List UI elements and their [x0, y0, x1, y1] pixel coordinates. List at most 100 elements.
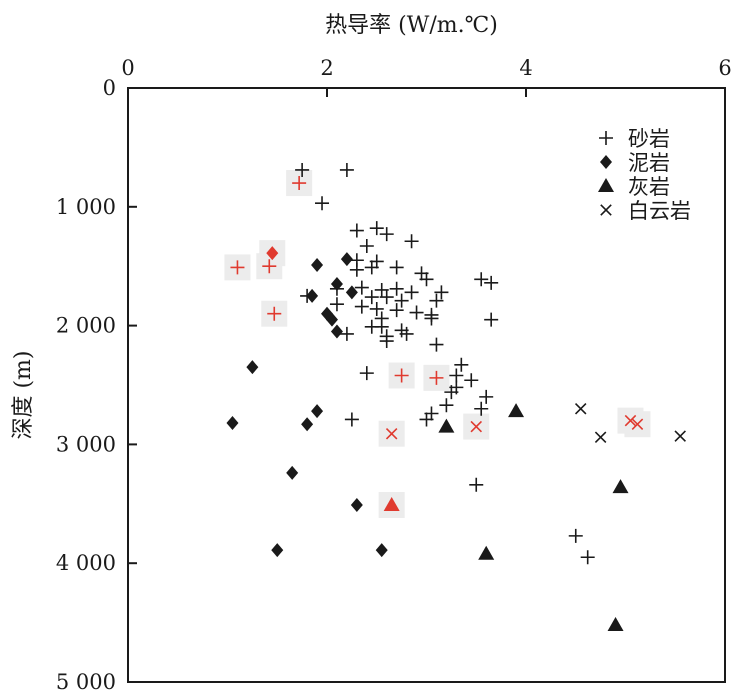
y-axis-title: 深度 (m): [11, 350, 36, 439]
data-point: [484, 275, 499, 290]
y-tick-label: 4 000: [56, 551, 116, 575]
data-point: [464, 373, 479, 388]
data-point: [350, 497, 363, 512]
data-point: [262, 259, 277, 274]
data-point: [266, 246, 279, 261]
y-tick-label: 1 000: [56, 195, 116, 219]
x-tick-label: 4: [519, 56, 532, 80]
data-point: [409, 305, 424, 320]
data-point: [449, 368, 464, 383]
data-point: [339, 162, 354, 177]
data-point: [286, 465, 299, 480]
data-point: [389, 281, 404, 296]
y-tick-label: 5 000: [56, 670, 116, 693]
data-point: [230, 260, 245, 275]
data-point: [469, 477, 484, 492]
legend-item: 白云岩: [600, 199, 691, 223]
data-point: [246, 360, 259, 375]
data-point: [508, 403, 525, 418]
data-point: [439, 398, 454, 413]
data-point: [394, 293, 409, 308]
data-point: [344, 412, 359, 427]
data-point: [359, 239, 374, 254]
data-point: [404, 285, 419, 300]
data-point: [354, 280, 369, 295]
legend-label: 泥岩: [628, 151, 670, 175]
data-point: [607, 616, 624, 631]
data-point: [354, 299, 369, 314]
data-point: [568, 528, 583, 543]
data-point: [479, 389, 494, 404]
data-point: [444, 385, 459, 400]
data-point: [311, 258, 324, 273]
data-point: [429, 337, 444, 352]
legend-marker: [600, 204, 612, 216]
data-point: [311, 404, 324, 419]
data-point: [301, 417, 314, 432]
data-point: [379, 290, 394, 305]
data-point: [379, 334, 394, 349]
plot-area-frame: [127, 87, 726, 683]
data-point: [226, 416, 239, 431]
y-tick-label: 3 000: [56, 432, 116, 456]
y-tick-label: 0: [103, 76, 116, 100]
data-point: [349, 223, 364, 238]
data-point: [438, 418, 455, 433]
data-point: [454, 357, 469, 372]
data-point: [315, 196, 330, 211]
legend-label: 白云岩: [628, 199, 691, 223]
x-axis: 0 2 4 6: [121, 56, 732, 97]
legend-item: 灰岩: [598, 175, 670, 199]
data-point: [325, 312, 338, 327]
data-point: [345, 285, 358, 300]
data-point: [359, 366, 374, 381]
data-point: [271, 543, 284, 558]
x-tick-label: 2: [320, 56, 333, 80]
data-point: [383, 496, 400, 511]
data-point: [399, 326, 414, 341]
data-point: [375, 543, 388, 558]
legend-marker: [598, 178, 614, 192]
legend-label: 灰岩: [628, 175, 670, 199]
data-point: [419, 272, 434, 287]
data-point: [340, 252, 353, 267]
y-axis: 0 1 000 2 000 3 000 4 000 5 000: [56, 76, 137, 693]
data-point: [349, 262, 364, 277]
legend-label: 砂岩: [628, 127, 670, 151]
data-point: [474, 401, 489, 416]
data-point: [478, 545, 495, 560]
data-point: [364, 290, 379, 305]
data-point: [389, 260, 404, 275]
data-point: [389, 303, 404, 318]
legend-item: 砂岩: [599, 127, 670, 151]
data-point: [474, 272, 489, 287]
legend-marker: [600, 155, 612, 169]
data-point: [329, 297, 344, 312]
data-point: [434, 285, 449, 300]
data-point: [267, 306, 282, 321]
data-point: [612, 479, 629, 494]
x-tick-label: 0: [121, 56, 134, 80]
data-point: [379, 227, 394, 242]
y-tick-label: 2 000: [56, 314, 116, 338]
data-point: [484, 312, 499, 327]
data-point: [580, 550, 595, 565]
data-point: [339, 326, 354, 341]
data-point: [594, 431, 607, 444]
data-point: [369, 221, 384, 236]
x-axis-title: 热导率 (W/m.℃): [325, 13, 498, 38]
data-point: [374, 282, 389, 297]
data-point: [429, 370, 444, 385]
data-points: [224, 162, 686, 631]
legend-item: 泥岩: [600, 151, 670, 175]
data-point: [429, 293, 444, 308]
data-point: [674, 430, 686, 442]
x-tick-label: 6: [718, 56, 731, 80]
data-point: [369, 301, 384, 316]
data-point: [385, 427, 398, 440]
data-point: [470, 420, 483, 433]
data-point: [295, 162, 310, 177]
legend-marker: [599, 131, 613, 145]
